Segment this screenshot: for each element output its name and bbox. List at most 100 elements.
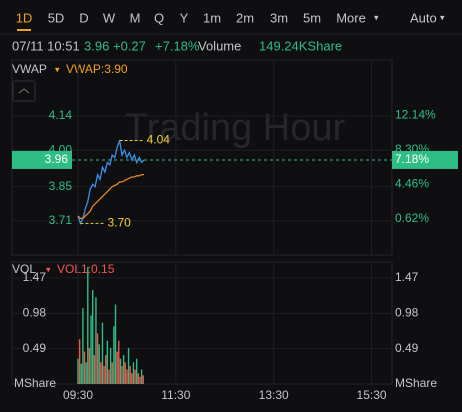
volume-bar [96, 333, 99, 384]
y2-tick-label: 0.62% [395, 211, 429, 225]
mode-select[interactable]: Auto [410, 10, 437, 25]
y-tick-label: 0.49 [23, 341, 47, 355]
tab[interactable]: 1m [203, 10, 221, 25]
collapse-button[interactable] [12, 80, 36, 102]
current-pct-label: 7.18% [395, 152, 429, 166]
volume-bar [91, 290, 94, 384]
volume-bar [116, 351, 118, 384]
x-tick-label: 11:30 [161, 388, 190, 402]
volume-bar [111, 362, 113, 384]
annotation-label: 4.04 [147, 133, 171, 147]
volume-bar [105, 355, 107, 384]
volume-bar [85, 362, 87, 384]
tab[interactable]: M [130, 10, 141, 25]
tab[interactable]: 2m [236, 10, 254, 25]
volume-bar [106, 340, 109, 384]
annotation-label: 3.70 [107, 215, 131, 229]
y2-tick-label: 4.46% [395, 177, 429, 191]
volume-bar [90, 315, 92, 384]
y-tick-label: 3.71 [49, 213, 73, 227]
volume-bar [122, 355, 125, 384]
dropdown-arrow: ▾ [440, 12, 445, 22]
y2-tick-label: 12.14% [395, 107, 436, 121]
chevron-icon [18, 88, 30, 94]
volume-value: 149.24KShare [259, 38, 342, 53]
dropdown-arrow: ▾ [46, 264, 51, 274]
y-tick-label: 1.47 [23, 270, 47, 284]
volume-bar [140, 369, 143, 384]
y-tick-label: 0.98 [23, 305, 47, 319]
volume-bar [77, 358, 79, 384]
current-price-box [12, 150, 72, 169]
volume-bar [109, 347, 112, 384]
y-tick-label: 1.47 [395, 270, 419, 284]
volume-bar [88, 347, 91, 384]
volume-bar [127, 347, 130, 384]
quote-change-pct: +7.18% [155, 38, 200, 53]
indicator-value: VWAP:3.90 [66, 62, 128, 76]
volume-label: Volume [198, 38, 241, 53]
volume-bar [83, 351, 86, 384]
indicator-value: VOL1:0.15 [57, 262, 115, 276]
dropdown-arrow: ▾ [55, 64, 60, 74]
y-tick-label: 4.14 [49, 108, 73, 122]
volume-bar [108, 369, 110, 384]
volume-bar [101, 322, 104, 384]
x-tick-label: 15:30 [357, 388, 387, 402]
volume-bar [139, 376, 141, 384]
volume-bar [118, 340, 120, 384]
tab[interactable]: More [336, 10, 366, 25]
quote-price: 3.96 [84, 38, 109, 53]
tab[interactable]: 3m [270, 10, 288, 25]
watermark: Trading Hour [125, 107, 346, 149]
tab-underline [17, 29, 31, 31]
volume-bar [113, 326, 115, 384]
tab[interactable]: W [103, 10, 116, 25]
quote-time: 07/11 10:51 [12, 38, 80, 53]
y-tick-label: 0.98 [395, 305, 419, 319]
y-unit: MShare [395, 376, 437, 390]
volume-bar [95, 297, 97, 384]
toolbar: 1D 5D D W M Q Y 1m 2m 3m 5m More [16, 10, 366, 25]
indicator-name: VOL [12, 262, 36, 276]
tab[interactable]: 1D [16, 10, 33, 25]
volume-bar [93, 355, 96, 384]
series-line [77, 173, 144, 220]
tab[interactable]: Q [154, 10, 164, 25]
quote-change: +0.27 [113, 38, 146, 53]
volume-bar [98, 344, 100, 384]
volume-bar [78, 339, 81, 384]
x-tick-label: 13:30 [259, 388, 289, 402]
y-tick-label: 3.85 [49, 179, 73, 193]
volume-bar [119, 358, 122, 384]
volume-bar [129, 365, 131, 384]
volume-bar [87, 267, 89, 384]
volume-bar [134, 369, 136, 384]
volume-bar [126, 369, 128, 384]
y-unit: MShare [14, 376, 56, 390]
tab[interactable]: D [79, 10, 88, 25]
current-pct-box [392, 150, 458, 169]
volume-bar [137, 373, 140, 384]
volume-bar [103, 365, 105, 384]
volume-frame [11, 261, 393, 385]
volume-bar [80, 363, 82, 384]
current-price-label: 3.96 [45, 152, 69, 166]
volume-bar [124, 362, 126, 384]
tab[interactable]: 5m [303, 10, 321, 25]
volume-bar [121, 365, 123, 384]
volume-bar [136, 358, 138, 384]
volume-bar [132, 362, 135, 384]
volume-bar [100, 362, 102, 384]
volume-bar [142, 375, 144, 384]
tab[interactable]: Y [180, 10, 189, 25]
volume-bar [131, 373, 133, 384]
indicator-name: VWAP [12, 62, 47, 76]
volume-bar [114, 304, 117, 384]
x-tick-label: 09:30 [63, 388, 93, 402]
tab[interactable]: 5D [48, 10, 65, 25]
y-tick-label: 0.49 [395, 341, 419, 355]
dropdown-arrow: ▾ [374, 12, 379, 22]
